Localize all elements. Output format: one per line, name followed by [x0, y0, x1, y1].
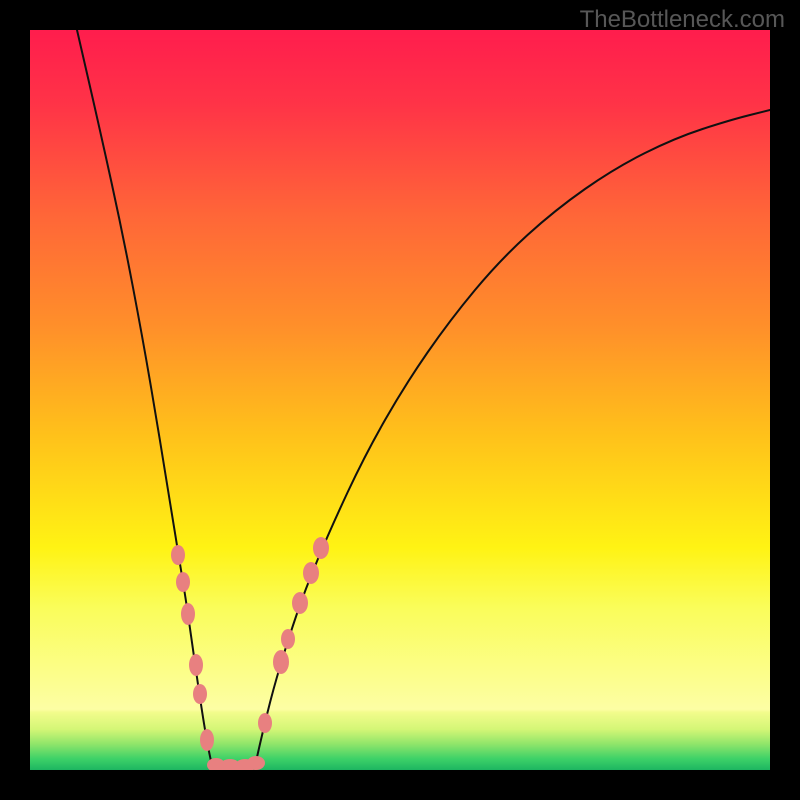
marker-point: [313, 537, 329, 559]
marker-point: [171, 545, 185, 565]
marker-point: [181, 603, 195, 625]
chart-root: TheBottleneck.com: [0, 0, 800, 800]
plot-area: [30, 30, 770, 770]
plot-background: [30, 30, 770, 770]
plot-svg: [30, 30, 770, 770]
marker-point: [292, 592, 308, 614]
marker-point: [258, 713, 272, 733]
marker-point: [200, 729, 214, 751]
marker-point: [247, 756, 265, 770]
marker-point: [193, 684, 207, 704]
marker-point: [189, 654, 203, 676]
marker-point: [176, 572, 190, 592]
marker-point: [303, 562, 319, 584]
marker-point: [281, 629, 295, 649]
marker-point: [273, 650, 289, 674]
